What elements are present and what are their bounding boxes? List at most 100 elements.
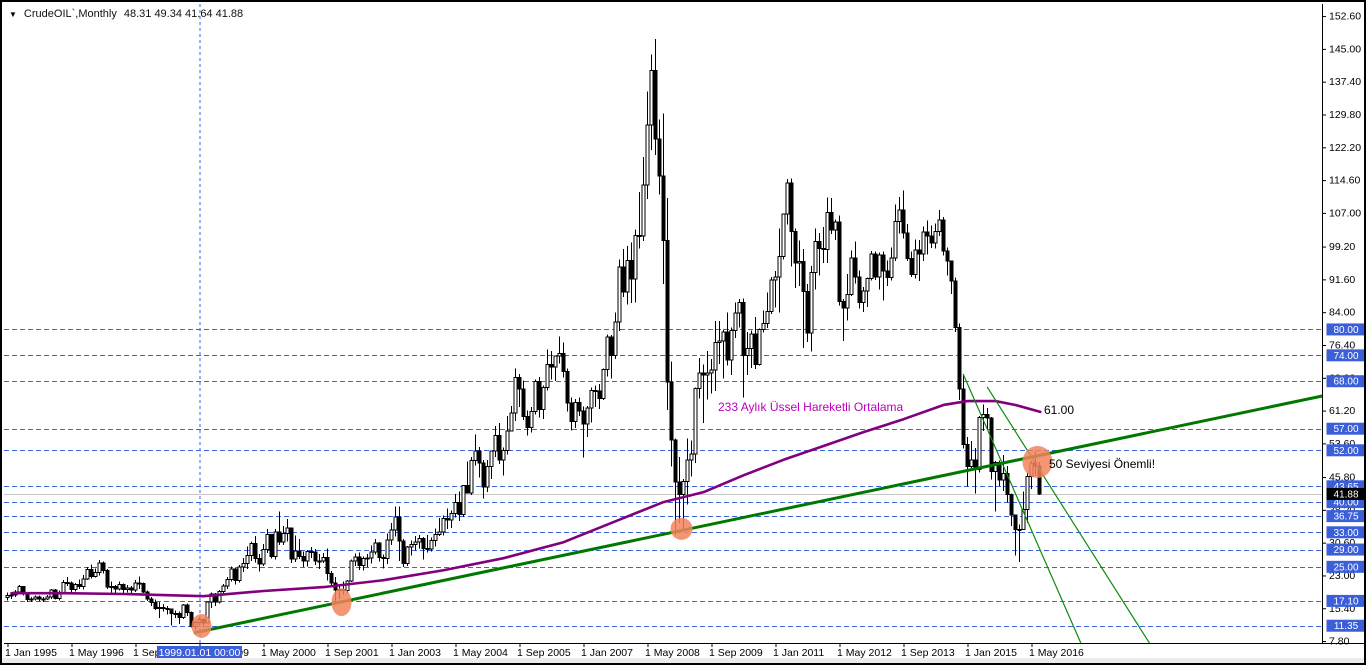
time-highlight-tag[interactable]: 1999.01.01 00:00: [157, 646, 242, 659]
price-tick-label: 7.80: [1329, 636, 1350, 648]
candle-body: [233, 568, 238, 582]
price-tick-label: 114.60: [1329, 175, 1360, 187]
candle-body: [5, 594, 10, 598]
candle-body: [849, 257, 854, 295]
candle-body: [209, 593, 214, 603]
candle-body: [89, 568, 94, 577]
candle-body: [129, 587, 134, 591]
candle-body: [33, 596, 38, 600]
candle-body: [281, 533, 286, 543]
price-level-tag[interactable]: 29.00: [1326, 543, 1366, 557]
candle-body: [961, 388, 966, 446]
candle-body: [917, 249, 922, 255]
candle-body: [897, 209, 902, 223]
candle-body: [697, 372, 702, 390]
downtrend-channel-line[interactable]: [986, 386, 1153, 649]
candle-body: [693, 388, 698, 455]
candle-body: [17, 586, 22, 593]
candle-body: [117, 584, 122, 590]
candle-body: [345, 580, 350, 592]
candle-body: [249, 543, 254, 557]
candle-body: [41, 598, 46, 601]
candle-body: [105, 569, 110, 588]
candle-body: [665, 240, 670, 383]
price-level-tag-label: 40.00: [1333, 498, 1358, 509]
candle-body: [789, 182, 794, 232]
candle-body: [349, 560, 354, 582]
candle-body: [877, 254, 882, 278]
candle-body: [361, 558, 366, 567]
candle-body: [85, 568, 90, 580]
downtrend-channel-line[interactable]: [962, 373, 1082, 644]
candle-body: [1013, 514, 1018, 531]
highlight-circle[interactable]: [670, 517, 693, 540]
candle-body: [673, 439, 678, 483]
candle-body: [305, 551, 310, 562]
candle-body: [561, 353, 566, 372]
candle-body: [61, 581, 66, 594]
highlight-circles: [191, 445, 1053, 638]
price-level-tag[interactable]: 68.00: [1326, 375, 1366, 388]
candle-body: [1001, 473, 1006, 481]
candle-body: [525, 416, 530, 428]
chart-title-bar: ▼ CrudeOIL`,Monthly 48.31 49.34 41.64 41…: [9, 7, 243, 21]
price-level-tag[interactable]: 33.00: [1326, 526, 1366, 539]
candle-body: [217, 590, 222, 603]
time-axis-label: 1 May 2008: [645, 647, 700, 659]
candle-body: [357, 556, 362, 567]
candle-body: [301, 555, 306, 562]
candle-body: [537, 381, 542, 411]
candle-body: [601, 369, 606, 399]
candle-body: [937, 219, 942, 232]
candle-body: [713, 341, 718, 371]
price-axis: 152.60 145.00 137.40 129.80 122.20 114.60 107.…: [1322, 11, 1366, 648]
price-level-tag[interactable]: 80.00: [1326, 323, 1366, 336]
price-level-tag[interactable]: 36.75: [1326, 510, 1366, 523]
candle-body: [585, 407, 590, 425]
price-level-tag[interactable]: 74.00: [1326, 349, 1366, 362]
candle-body: [365, 557, 370, 560]
candle-body: [613, 321, 618, 356]
candle-body: [229, 568, 234, 580]
ema-line[interactable]: [10, 399, 1042, 598]
candle-body: [497, 435, 502, 461]
candle-body: [409, 543, 414, 548]
uptrend-line[interactable]: [193, 393, 1337, 635]
candle-body: [437, 531, 442, 535]
candles: [5, 38, 1042, 630]
highlight-circle[interactable]: [331, 588, 352, 617]
candle-body: [657, 138, 662, 177]
symbol-timeframe-label: CrudeOIL`,Monthly: [23, 8, 117, 20]
candle-body: [573, 401, 578, 422]
price-level-tag[interactable]: 57.00: [1326, 422, 1366, 436]
price-level-tag-label: 80.00: [1333, 325, 1358, 336]
candle-body: [589, 389, 594, 409]
symbol-dropdown-arrow-icon[interactable]: ▼: [9, 9, 17, 19]
candle-body: [257, 558, 262, 565]
highlight-circle[interactable]: [191, 613, 212, 638]
highlight-circle[interactable]: [1022, 445, 1053, 478]
candle-body: [989, 417, 994, 472]
price-level-tag[interactable]: 11.35: [1326, 619, 1366, 633]
candle-body: [461, 485, 466, 516]
price-level-tag[interactable]: 52.00: [1326, 444, 1366, 457]
price-level-tag[interactable]: 17.10: [1326, 594, 1366, 608]
candle-body: [865, 278, 870, 292]
candle-body: [65, 581, 70, 584]
price-level-tag-label: 36.75: [1333, 512, 1358, 523]
candle-body: [641, 184, 646, 237]
candle-body: [809, 271, 814, 334]
candle-body: [753, 333, 758, 365]
price-level-tag[interactable]: 25.00: [1326, 560, 1366, 574]
price-tick-label: 23.00: [1329, 570, 1355, 582]
candle-body: [81, 578, 86, 588]
candle-body: [501, 450, 506, 461]
time-axis-label: 1 May 2004: [453, 647, 508, 659]
price-level-tag-label: 33.00: [1333, 528, 1358, 539]
trend-lines: [193, 373, 1337, 649]
time-axis-label: 1 May 2016: [1029, 647, 1084, 659]
level-lines[interactable]: [4, 329, 1322, 627]
candle-body: [297, 550, 302, 557]
